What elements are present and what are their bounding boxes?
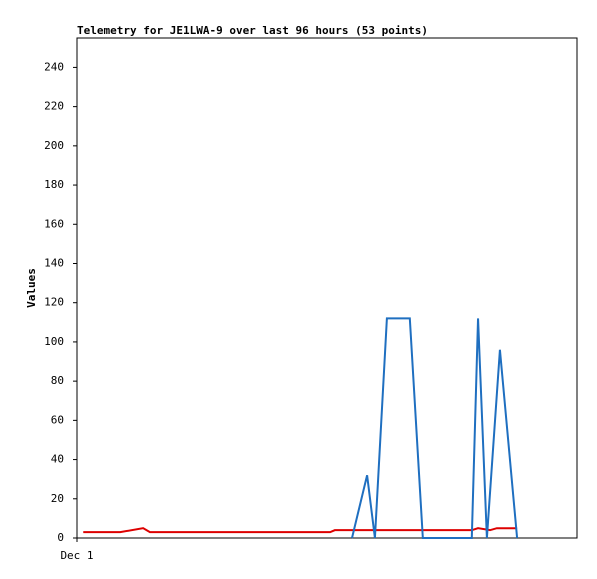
y-tick-label: 160 [44,217,64,230]
y-tick-label: 40 [51,453,64,466]
y-tick-label: 20 [51,492,64,505]
y-tick-label: 60 [51,413,64,426]
y-tick-label: 140 [44,256,64,269]
y-tick-label: 100 [44,335,64,348]
y-tick-label: 200 [44,139,64,152]
chart-title: Telemetry for JE1LWA-9 over last 96 hour… [77,24,428,37]
x-tick-label: Dec 1 [60,549,93,562]
y-tick-label: 240 [44,60,64,73]
series-line [83,527,518,534]
y-tick-label: 220 [44,100,64,113]
y-axis-label: Values [25,268,38,308]
plot-frame [76,37,578,539]
y-tick-label: 120 [44,296,64,309]
series-line [351,317,519,539]
y-tick-label: 180 [44,178,64,191]
y-tick-label: 80 [51,374,64,387]
y-tick-label: 0 [57,531,64,544]
